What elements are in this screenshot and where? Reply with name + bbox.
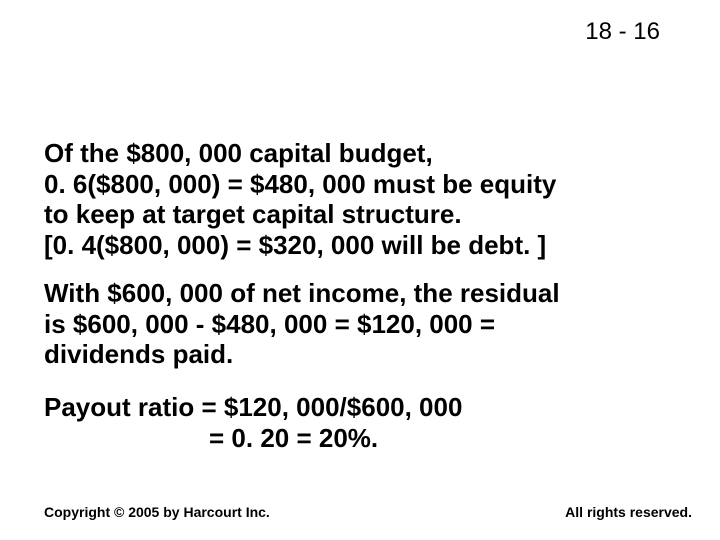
p3-line1: Payout ratio = $120, 000/$600, 000 [44, 392, 462, 422]
paragraph-1: Of the $800, 000 capital budget, 0. 6($8… [44, 138, 680, 261]
p1-line4: [0. 4($800, 000) = $320, 000 will be deb… [44, 230, 546, 260]
footer-copyright: Copyright © 2005 by Harcourt Inc. [44, 504, 270, 520]
paragraph-2: With $600, 000 of net income, the residu… [44, 278, 680, 370]
paragraph-3: Payout ratio = $120, 000/$600, 000 = 0. … [44, 392, 680, 453]
p2-line3: dividends paid. [44, 339, 233, 369]
p1-line2: 0. 6($800, 000) = $480, 000 must be equi… [44, 169, 556, 199]
p1-line1: Of the $800, 000 capital budget, [44, 138, 433, 168]
p2-line2: is $600, 000 - $480, 000 = $120, 000 = [44, 309, 495, 339]
p3-line2: = 0. 20 = 20%. [44, 423, 378, 454]
slide: 18 - 16 Of the $800, 000 capital budget,… [0, 0, 720, 540]
footer-rights: All rights reserved. [565, 504, 692, 520]
page-number: 18 - 16 [585, 18, 660, 46]
p2-line1: With $600, 000 of net income, the residu… [44, 278, 560, 308]
p1-line3: to keep at target capital structure. [44, 199, 462, 229]
